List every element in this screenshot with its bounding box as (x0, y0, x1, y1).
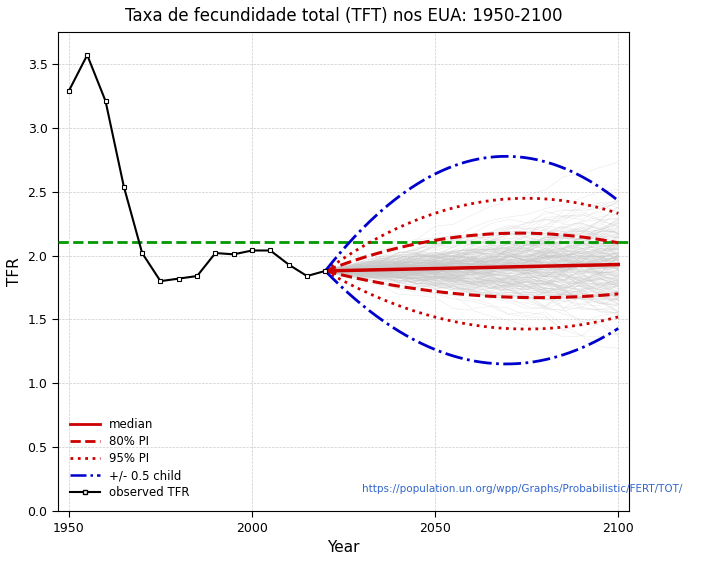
Y-axis label: TFR: TFR (7, 257, 22, 286)
X-axis label: Year: Year (327, 540, 360, 555)
Title: Taxa de fecundidade total (TFT) nos EUA: 1950-2100: Taxa de fecundidade total (TFT) nos EUA:… (125, 7, 562, 25)
Legend: median, 80% PI, 95% PI, +/- 0.5 child, observed TFR: median, 80% PI, 95% PI, +/- 0.5 child, o… (67, 414, 193, 503)
Text: https://population.un.org/wpp/Graphs/Probabilistic/FERT/TOT/: https://population.un.org/wpp/Graphs/Pro… (362, 484, 682, 495)
